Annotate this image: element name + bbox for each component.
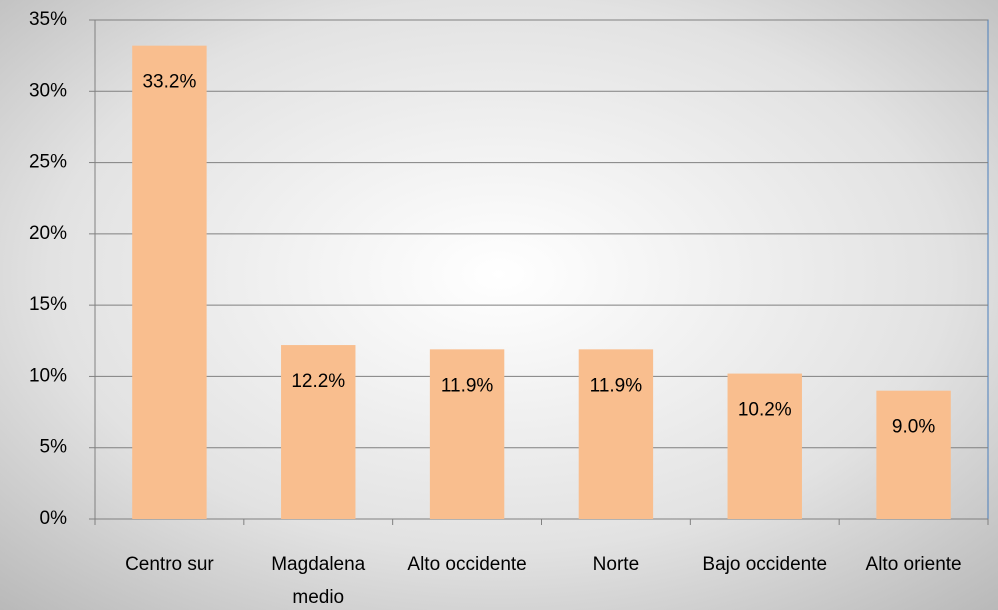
y-tick-label: 20% bbox=[29, 223, 67, 244]
y-tick-label: 5% bbox=[40, 437, 68, 458]
bar bbox=[578, 349, 654, 519]
y-tick-label: 0% bbox=[40, 508, 68, 529]
y-tick-label: 35% bbox=[29, 9, 67, 30]
data-label: 33.2% bbox=[142, 72, 196, 93]
x-tick-label: Norte bbox=[593, 554, 639, 575]
bar bbox=[281, 345, 356, 519]
x-tick-label: Bajo occidente bbox=[702, 554, 827, 575]
data-label: 9.0% bbox=[892, 417, 935, 438]
x-tick-label: Magdalena medio bbox=[271, 554, 365, 608]
y-tick-label: 10% bbox=[29, 365, 67, 386]
data-label: 10.2% bbox=[738, 400, 792, 421]
x-tick-label: Alto occidente bbox=[407, 554, 526, 575]
data-label: 11.9% bbox=[441, 375, 494, 396]
bar bbox=[727, 373, 802, 519]
data-label: 12.2% bbox=[291, 371, 345, 392]
y-tick-label: 30% bbox=[29, 80, 67, 101]
bar bbox=[429, 349, 505, 519]
y-tick-label: 15% bbox=[29, 294, 67, 315]
y-tick-label: 25% bbox=[29, 152, 67, 173]
data-label: 11.9% bbox=[590, 375, 643, 396]
bar bbox=[132, 45, 207, 520]
x-tick-label: Centro sur bbox=[125, 554, 214, 575]
bar bbox=[876, 390, 951, 519]
x-tick-label: Alto oriente bbox=[866, 554, 962, 575]
